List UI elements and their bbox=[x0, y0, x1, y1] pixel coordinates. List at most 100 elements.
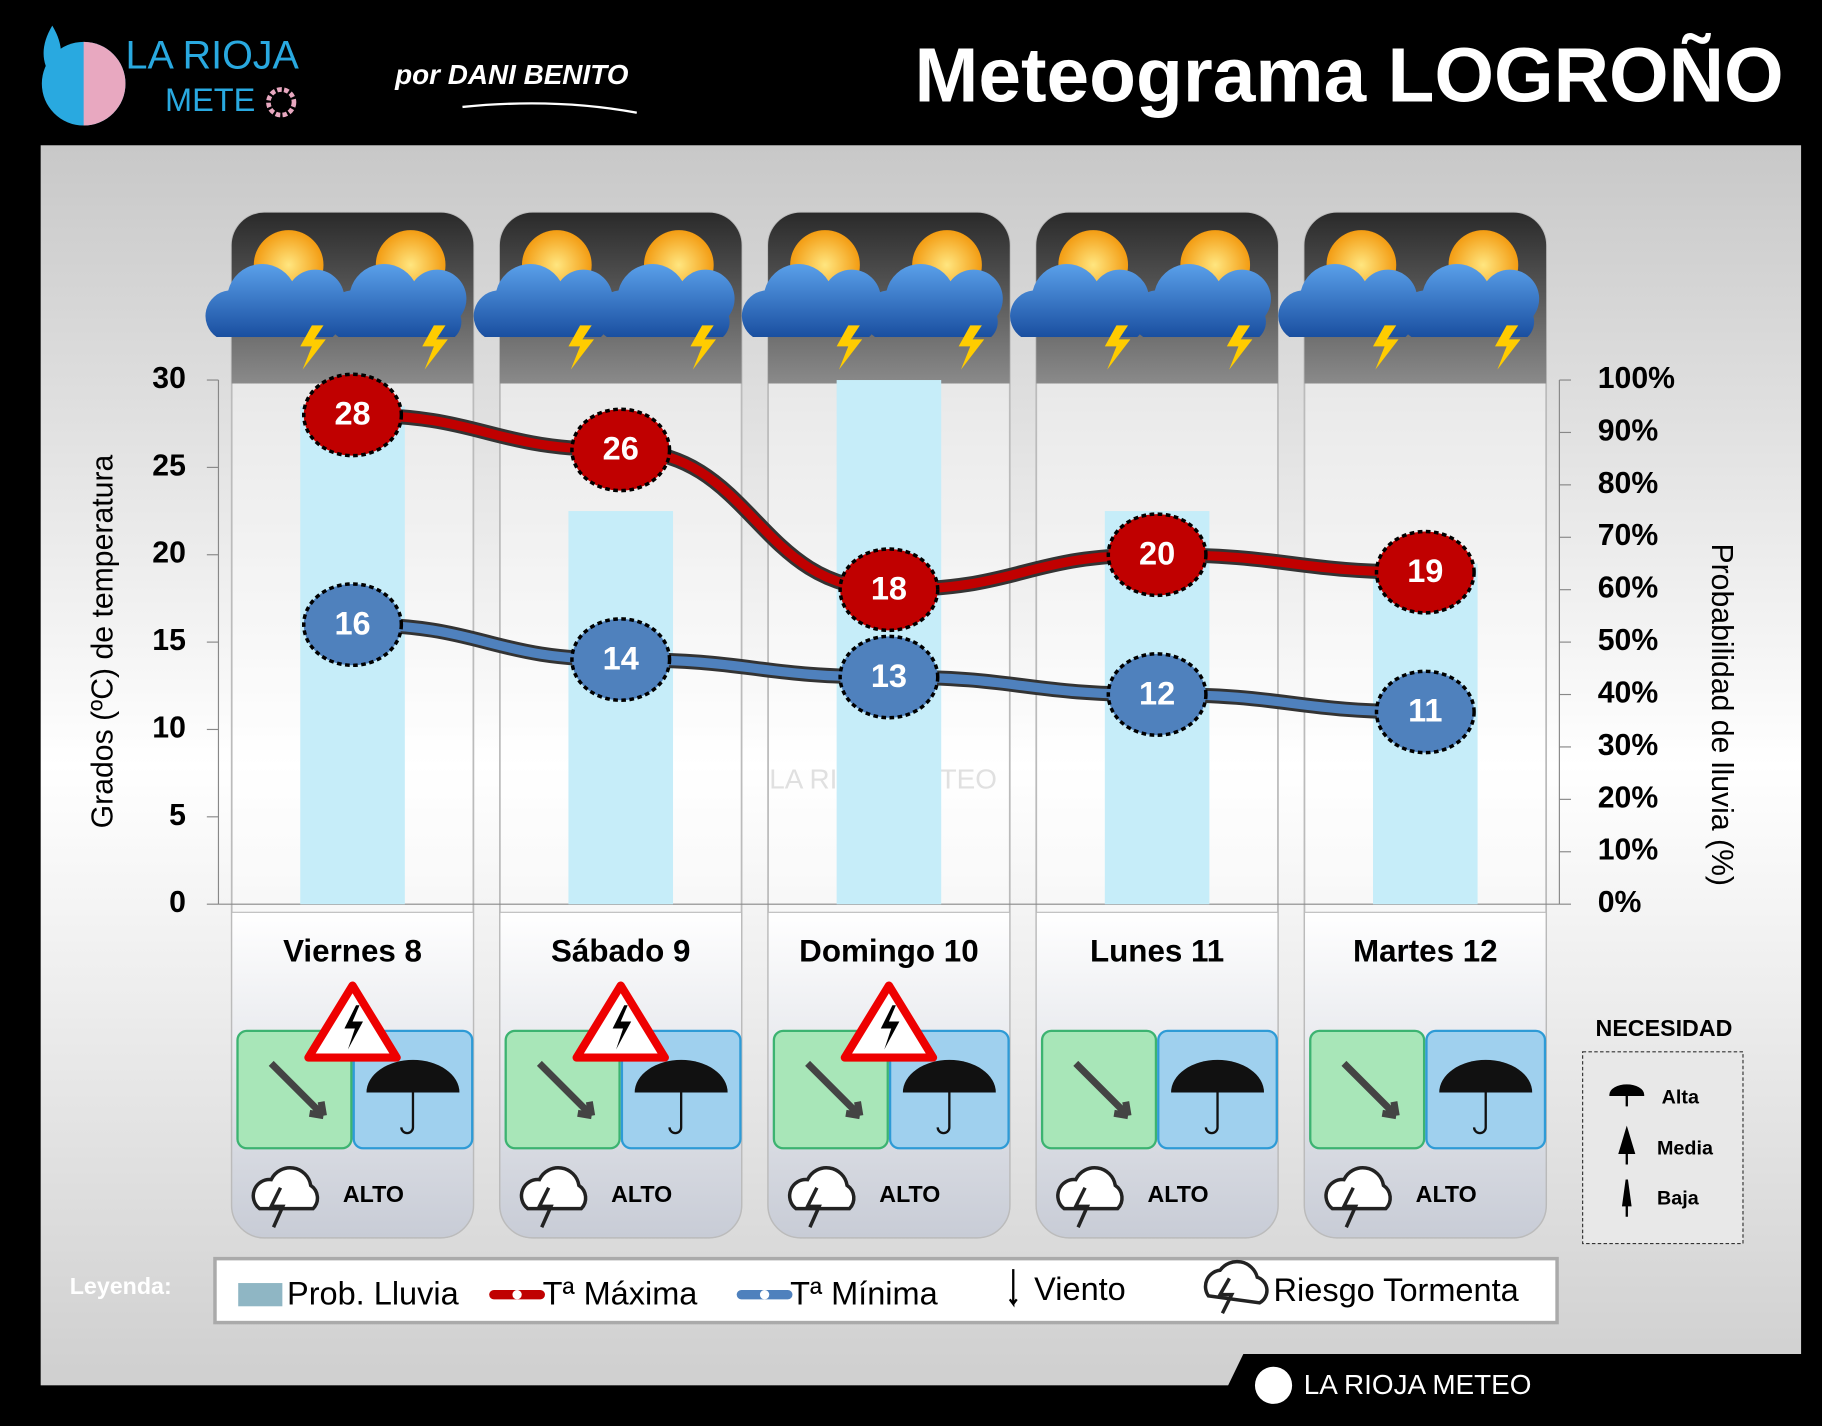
cloud-icon bbox=[1400, 264, 1540, 338]
x-tick-label: Domingo 10 bbox=[799, 933, 978, 968]
data-label: 28 bbox=[334, 396, 370, 432]
cloud-icon bbox=[1132, 264, 1271, 338]
risk-label: ALTO bbox=[611, 1181, 672, 1207]
necesidad-box bbox=[1582, 1051, 1744, 1245]
signature bbox=[462, 102, 637, 114]
y-axis-title: Grados (ºC) de temperatura bbox=[87, 455, 120, 829]
lightning-icon bbox=[836, 325, 863, 370]
y2-tick-label: 40% bbox=[1598, 677, 1659, 710]
data-label: 13 bbox=[871, 658, 907, 694]
temp-marker bbox=[1374, 529, 1476, 615]
cloud-icon bbox=[205, 264, 345, 338]
wind-icon bbox=[536, 1060, 596, 1120]
legend-wind-icon bbox=[1008, 1269, 1018, 1308]
umbrella-handle bbox=[1204, 1092, 1219, 1135]
lightning-icon bbox=[1226, 325, 1253, 370]
storm-icon bbox=[1056, 1166, 1124, 1211]
byline: por DANI BENITO bbox=[394, 59, 629, 90]
umbrella-icon bbox=[902, 1059, 996, 1093]
x-tick-label: Viernes 8 bbox=[283, 933, 422, 968]
wind-icon bbox=[1073, 1060, 1132, 1120]
y2-tick-label: 70% bbox=[1598, 519, 1659, 552]
data-label: 19 bbox=[1407, 553, 1443, 589]
y-tick-label: 30 bbox=[152, 362, 186, 395]
lightning-icon bbox=[1104, 325, 1131, 370]
storm-icon bbox=[1324, 1166, 1392, 1211]
y2-tick-label: 50% bbox=[1598, 624, 1659, 657]
data-label: 11 bbox=[1408, 693, 1442, 729]
logo-flower bbox=[266, 87, 297, 118]
risk-label: ALTO bbox=[1416, 1181, 1477, 1207]
cloud-icon bbox=[1010, 264, 1149, 338]
cloud-icon bbox=[595, 264, 735, 338]
umbrella-handle bbox=[936, 1092, 951, 1135]
lightning-icon bbox=[1495, 325, 1521, 370]
necesidad-level: Media bbox=[1657, 1138, 1714, 1160]
legend-wind: Viento bbox=[1034, 1271, 1126, 1307]
cloud-icon bbox=[1278, 264, 1418, 338]
y-tick-label: 10 bbox=[152, 711, 186, 744]
y2-tick-label: 10% bbox=[1598, 834, 1659, 867]
cloud-icon bbox=[327, 264, 467, 338]
warning-bolt bbox=[344, 1005, 364, 1050]
storm-bolt bbox=[268, 1186, 286, 1228]
legend-title: Leyenda: bbox=[70, 1273, 172, 1299]
risk-label: ALTO bbox=[1147, 1181, 1208, 1207]
storm-bolt bbox=[536, 1186, 554, 1228]
y2-tick-label: 30% bbox=[1598, 729, 1659, 762]
lightning-icon bbox=[1373, 325, 1399, 370]
wind-icon bbox=[805, 1060, 864, 1120]
data-label: 20 bbox=[1139, 536, 1175, 572]
storm-bolt bbox=[1341, 1186, 1359, 1228]
cloud-icon bbox=[473, 264, 613, 338]
temp-marker bbox=[1106, 512, 1208, 598]
umbrella-closed bbox=[1621, 1179, 1632, 1217]
footer-tab bbox=[1208, 1353, 1822, 1426]
legend-box bbox=[213, 1256, 1559, 1325]
necesidad-title: NECESIDAD bbox=[1596, 1015, 1733, 1041]
storm-bolt bbox=[804, 1186, 822, 1228]
warning-bolt bbox=[880, 1005, 900, 1050]
necesidad-level: Alta bbox=[1662, 1086, 1700, 1108]
umbrella-handle bbox=[668, 1092, 683, 1135]
x-tick-label: Martes 12 bbox=[1353, 933, 1498, 968]
logo-text: METE bbox=[165, 82, 255, 118]
umbrella-handle bbox=[1472, 1092, 1487, 1135]
lightning-icon bbox=[958, 325, 985, 370]
temp-marker bbox=[302, 582, 404, 668]
temp-marker bbox=[1106, 652, 1208, 737]
data-label: 18 bbox=[871, 570, 907, 606]
y2-tick-label: 80% bbox=[1598, 467, 1659, 500]
lightning-icon bbox=[422, 325, 448, 370]
legend-dot bbox=[512, 1290, 522, 1300]
lightning-icon bbox=[568, 325, 595, 370]
title: Meteograma LOGROÑO bbox=[914, 34, 1783, 119]
legend-storm: Riesgo Tormenta bbox=[1274, 1272, 1520, 1308]
umbrella-open bbox=[1609, 1084, 1645, 1107]
temp-marker bbox=[838, 547, 940, 633]
logo-half bbox=[83, 41, 126, 126]
y2-axis-title: Probabilidad de lluvia (%) bbox=[1705, 543, 1738, 886]
temp-marker bbox=[838, 634, 940, 720]
y-tick-label: 15 bbox=[152, 624, 186, 657]
y2-tick-label: 90% bbox=[1598, 414, 1659, 447]
y2-tick-label: 20% bbox=[1598, 781, 1659, 814]
umbrella-handle bbox=[400, 1092, 415, 1135]
legend-label: Prob. Lluvia bbox=[287, 1275, 460, 1311]
storm-bolt bbox=[1072, 1186, 1091, 1228]
data-label: 16 bbox=[334, 605, 370, 641]
temp-marker bbox=[570, 407, 672, 493]
legend-label: Tª Máxima bbox=[543, 1275, 699, 1311]
cloud-icon bbox=[863, 264, 1003, 338]
temp-marker bbox=[1374, 669, 1476, 755]
rain-bar bbox=[568, 511, 674, 905]
data-label: 14 bbox=[603, 640, 639, 676]
data-label: 12 bbox=[1139, 675, 1175, 711]
umbrella-icon bbox=[1171, 1059, 1265, 1093]
umbrella-icon bbox=[1439, 1059, 1533, 1093]
risk-label: ALTO bbox=[343, 1181, 404, 1207]
temp-marker bbox=[570, 617, 672, 702]
legend-swatch bbox=[238, 1283, 283, 1307]
